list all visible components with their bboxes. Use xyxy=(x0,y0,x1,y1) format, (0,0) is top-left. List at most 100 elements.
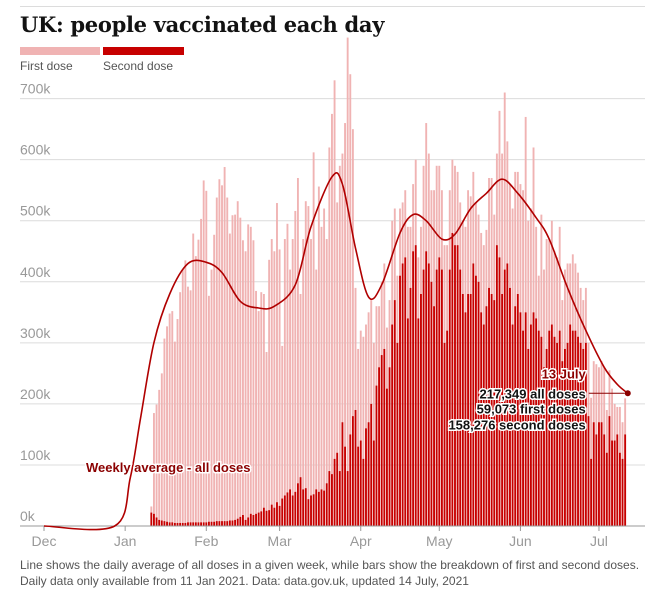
second-dose-bar xyxy=(464,312,467,526)
first-dose-bar xyxy=(155,404,158,518)
second-dose-bar xyxy=(535,318,538,526)
weekly-average-line xyxy=(43,172,629,531)
second-dose-bar xyxy=(425,251,428,526)
chart-title: UK: people vaccinated each day xyxy=(20,12,385,37)
legend-label-first-dose: First dose xyxy=(20,59,73,73)
first-dose-bar xyxy=(480,232,483,313)
first-dose-bar xyxy=(341,153,344,423)
first-dose-bar xyxy=(310,239,312,496)
first-dose-bar xyxy=(158,389,161,520)
x-tick-label: Jun xyxy=(509,533,532,549)
first-dose-bar xyxy=(260,292,263,512)
first-dose-bar xyxy=(393,208,396,301)
first-dose-bar xyxy=(435,165,438,270)
first-dose-bar xyxy=(598,367,600,423)
second-dose-bar xyxy=(270,504,273,526)
first-dose-bar xyxy=(304,201,307,489)
second-dose-bar xyxy=(401,263,404,526)
second-dose-bar xyxy=(331,474,333,526)
second-dose-bar xyxy=(456,245,459,526)
second-dose-bar xyxy=(255,513,257,526)
first-dose-bar xyxy=(545,239,548,349)
second-dose-bar xyxy=(399,275,401,526)
first-dose-bar xyxy=(173,341,176,523)
first-dose-bar xyxy=(472,171,475,264)
annotation-first-doses: 59,073 first doses xyxy=(477,401,586,416)
footnote-line-1: Line shows the daily average of all dose… xyxy=(20,558,640,572)
first-dose-bar xyxy=(388,300,391,368)
first-dose-bar xyxy=(312,152,315,495)
first-dose-bar xyxy=(370,300,373,404)
second-dose-bar xyxy=(213,521,216,526)
y-axis-labels: 0k 100k 200k 300k 400k 500k 600k 700k xyxy=(20,81,51,524)
second-dose-bar xyxy=(558,330,561,526)
first-dose-bar xyxy=(618,406,621,453)
first-dose-bar xyxy=(587,342,590,417)
second-dose-bar xyxy=(194,522,197,526)
x-tick-label: Feb xyxy=(194,533,218,549)
second-dose-bar xyxy=(202,522,205,526)
first-dose-bar xyxy=(252,240,255,516)
second-dose-bar xyxy=(409,287,412,526)
first-dose-bar xyxy=(409,226,412,288)
x-tick-label: Mar xyxy=(268,533,292,549)
first-dose-bar xyxy=(529,208,532,325)
first-dose-bar xyxy=(514,171,517,307)
x-tick-label: Jul xyxy=(590,533,608,549)
first-dose-bar xyxy=(621,422,624,459)
second-dose-bar xyxy=(236,518,239,526)
first-dose-bar xyxy=(302,239,305,490)
second-dose-bar xyxy=(493,300,496,526)
second-dose-bar xyxy=(467,294,470,526)
second-dose-bar xyxy=(370,403,373,526)
first-dose-bar xyxy=(501,153,504,294)
second-dose-bar xyxy=(417,318,420,526)
first-dose-bar xyxy=(181,269,184,523)
x-tick-label: May xyxy=(426,533,452,549)
second-dose-bar xyxy=(595,434,598,526)
first-dose-bar xyxy=(616,406,619,435)
first-dose-bar xyxy=(561,300,564,362)
second-dose-bar xyxy=(529,324,532,526)
first-dose-bar xyxy=(519,184,522,313)
x-tick-label: Dec xyxy=(32,533,57,549)
second-dose-bar xyxy=(561,361,564,526)
second-dose-bar xyxy=(341,422,344,526)
second-dose-bar xyxy=(155,517,158,526)
first-dose-bar xyxy=(579,287,582,343)
second-dose-bar xyxy=(176,522,179,526)
second-dose-bar xyxy=(537,330,540,526)
second-dose-bar xyxy=(587,416,590,526)
first-dose-bar xyxy=(556,257,559,343)
x-tick-label: Jan xyxy=(114,533,137,549)
first-dose-bar xyxy=(315,269,318,490)
first-dose-bar xyxy=(270,239,273,505)
first-dose-bar xyxy=(255,290,257,514)
first-dose-bar xyxy=(166,326,168,522)
first-dose-bar xyxy=(197,239,200,523)
second-dose-bar xyxy=(616,434,619,526)
first-dose-bar xyxy=(244,251,247,520)
second-dose-bar xyxy=(367,422,370,526)
second-dose-bar xyxy=(187,522,189,526)
second-dose-bar xyxy=(192,522,195,526)
first-dose-bar xyxy=(296,178,299,484)
second-dose-bar xyxy=(553,336,556,526)
second-dose-bar xyxy=(242,515,244,526)
second-dose-bar xyxy=(179,522,182,526)
x-axis: Dec Jan Feb Mar Apr May Jun Jul xyxy=(32,526,608,549)
first-dose-bar xyxy=(535,226,538,319)
first-dose-bar xyxy=(262,294,265,508)
first-dose-bar xyxy=(160,373,163,521)
first-dose-bar xyxy=(205,190,208,523)
first-dose-bar xyxy=(362,336,365,459)
second-dose-bar xyxy=(396,342,399,526)
second-dose-bar xyxy=(577,336,579,526)
first-dose-bar xyxy=(192,233,195,523)
y-tick-label: 600k xyxy=(20,142,51,158)
first-dose-bar xyxy=(226,197,229,522)
second-dose-bar xyxy=(310,495,312,526)
first-dose-bar xyxy=(506,141,509,264)
second-dose-bar xyxy=(286,492,289,526)
first-dose-bar xyxy=(571,254,574,331)
